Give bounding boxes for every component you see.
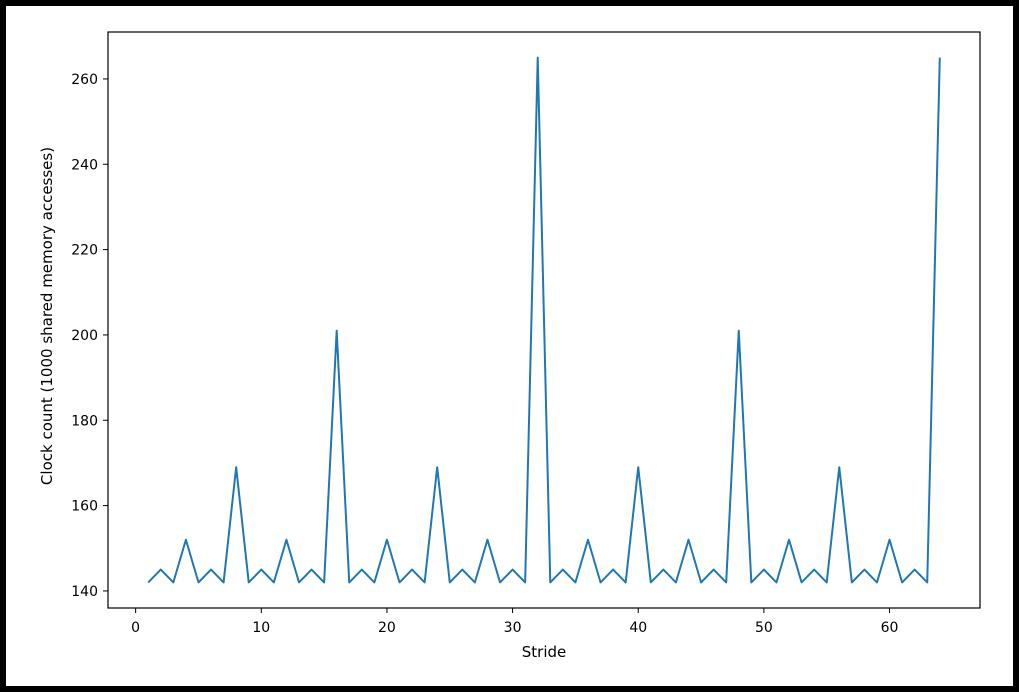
- y-tick-label: 240: [71, 157, 98, 173]
- line-chart: 0 10 20 30 40 50 60 140 160 180 200 220 240 260 Strid…: [38, 31, 981, 661]
- x-tick-label: 40: [629, 620, 647, 636]
- plot-area-frame: [107, 31, 981, 609]
- figure-canvas: 0 10 20 30 40 50 60 140 160 180 200 220 240 260 Strid…: [6, 6, 1013, 686]
- x-tick-label: 50: [755, 620, 773, 636]
- y-tick-label: 220: [71, 243, 98, 259]
- y-tick-label: 140: [71, 584, 98, 600]
- y-axis-label: Clock count (1000 shared memory accesses…: [38, 147, 56, 485]
- x-tick-label: 30: [504, 620, 522, 636]
- x-tick-label: 0: [131, 620, 140, 636]
- y-tick-label: 260: [71, 72, 98, 88]
- y-tick-label: 160: [71, 499, 98, 515]
- series-line: [147, 56, 941, 584]
- x-tick-label: 60: [881, 620, 899, 636]
- x-tick-label: 20: [378, 620, 396, 636]
- x-axis-label: Stride: [522, 643, 567, 661]
- y-tick-label: 180: [71, 413, 98, 429]
- x-tick-label: 10: [252, 620, 270, 636]
- y-tick-label: 200: [71, 328, 98, 344]
- ticks-layer: 0 10 20 30 40 50 60 140 160 180 200 220 240 260: [71, 72, 898, 636]
